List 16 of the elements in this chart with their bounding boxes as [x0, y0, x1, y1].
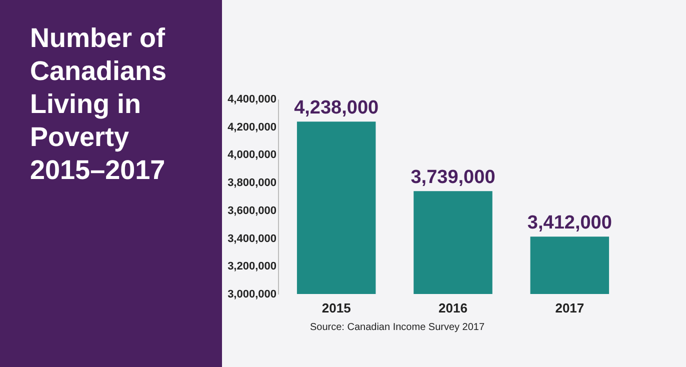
y-tick-label: 4,000,000 [228, 149, 276, 162]
x-tick-label: 2017 [555, 300, 584, 316]
x-tick-label: 2015 [322, 300, 351, 316]
y-tick-label: 3,800,000 [228, 177, 276, 190]
y-tick-label: 3,600,000 [228, 204, 276, 217]
data-label: 4,238,000 [294, 98, 379, 119]
y-tick-label: 3,400,000 [228, 232, 276, 245]
chart-title: Number of Canadians Living in Poverty 2015–2017 [30, 22, 168, 187]
y-tick-label: 4,200,000 [228, 121, 276, 134]
source-note: Source: Canadian Income Survey 2017 [310, 322, 485, 333]
x-tick-label: 2016 [438, 300, 468, 316]
y-tick-label: 3,200,000 [228, 260, 276, 273]
data-label: 3,739,000 [410, 167, 496, 188]
y-tick-label: 3,000,000 [228, 288, 276, 300]
data-label: 3,412,000 [527, 212, 612, 234]
y-tick-label: 4,400,000 [228, 94, 276, 106]
